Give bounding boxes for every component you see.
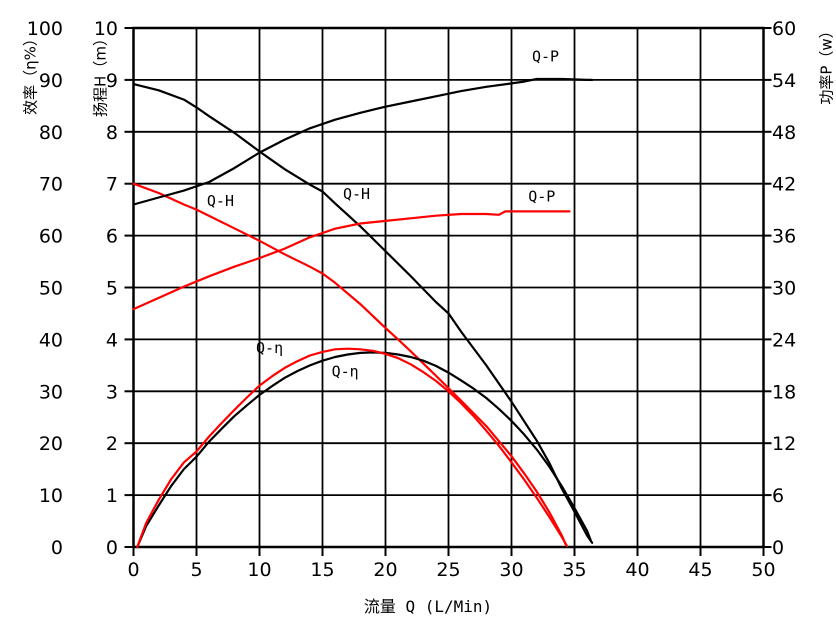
curve-Q-P-red xyxy=(132,210,571,311)
eta-tick-label: 70 xyxy=(39,174,63,196)
y-axis-title-head: 扬程H（m） xyxy=(91,31,110,117)
x-tick-label: 0 xyxy=(127,559,139,581)
x-tick-label: 15 xyxy=(310,559,334,581)
annotation-label: Q-P xyxy=(528,188,555,206)
power-tick-label: 54 xyxy=(772,70,796,92)
eta-tick-label: 90 xyxy=(39,70,63,92)
head-tick-label: 0 xyxy=(106,537,118,559)
eta-tick-label: 10 xyxy=(39,485,63,507)
power-tick-label: 36 xyxy=(772,226,796,248)
power-tick-label: 6 xyxy=(772,485,784,507)
head-tick-label: 5 xyxy=(106,278,118,300)
head-tick-label: 2 xyxy=(106,433,118,455)
head-tick-label: 8 xyxy=(106,122,118,144)
eta-tick-label: 40 xyxy=(39,329,63,351)
x-tick-label: 40 xyxy=(625,559,649,581)
curve-Q-H-red xyxy=(132,182,567,546)
x-tick-label: 25 xyxy=(436,559,460,581)
eta-tick-label: 20 xyxy=(39,433,63,455)
annotation-label: Q-P xyxy=(532,48,559,66)
x-tick-label: 20 xyxy=(373,559,397,581)
power-tick-label: 18 xyxy=(772,381,796,403)
head-tick-label: 4 xyxy=(106,329,118,351)
annotation-label: Q-H xyxy=(207,192,234,210)
power-tick-label: 12 xyxy=(772,433,796,455)
eta-tick-label: 50 xyxy=(39,278,63,300)
power-tick-label: 42 xyxy=(772,174,796,196)
x-axis-title-flow: 流量 Q (L/Min) xyxy=(363,597,493,616)
eta-tick-label: 0 xyxy=(51,537,63,559)
eta-tick-label: 100 xyxy=(27,18,63,40)
curve-Q-eta-red xyxy=(136,347,569,549)
head-tick-label: 7 xyxy=(106,174,118,196)
curve-Q-eta-black xyxy=(136,351,593,549)
head-tick-label: 3 xyxy=(106,381,118,403)
curve-Q-H-black xyxy=(132,82,594,544)
power-tick-label: 60 xyxy=(772,18,796,40)
x-tick-label: 50 xyxy=(751,559,775,581)
y-axis-title-efficiency: 效率（η%） xyxy=(21,31,40,115)
eta-tick-label: 30 xyxy=(39,381,63,403)
annotation-label: Q-η xyxy=(332,363,359,381)
head-tick-label: 9 xyxy=(106,70,118,92)
head-tick-label: 1 xyxy=(106,485,118,507)
power-tick-label: 48 xyxy=(772,122,796,144)
annotation-label: Q-η xyxy=(256,339,283,357)
head-tick-label: 6 xyxy=(106,226,118,248)
x-tick-label: 45 xyxy=(688,559,712,581)
curve-Q-P-black xyxy=(132,77,594,206)
power-tick-label: 24 xyxy=(772,329,796,351)
x-tick-label: 5 xyxy=(190,559,202,581)
x-tick-label: 35 xyxy=(562,559,586,581)
power-tick-label: 0 xyxy=(772,537,784,559)
x-tick-label: 10 xyxy=(247,559,271,581)
x-tick-label: 30 xyxy=(499,559,523,581)
annotation-label: Q-H xyxy=(343,185,370,203)
y-axis-title-power: 功率P（w） xyxy=(817,23,836,105)
eta-tick-label: 60 xyxy=(39,226,63,248)
power-tick-label: 30 xyxy=(772,278,796,300)
eta-tick-label: 80 xyxy=(39,122,63,144)
head-tick-label: 10 xyxy=(94,18,118,40)
